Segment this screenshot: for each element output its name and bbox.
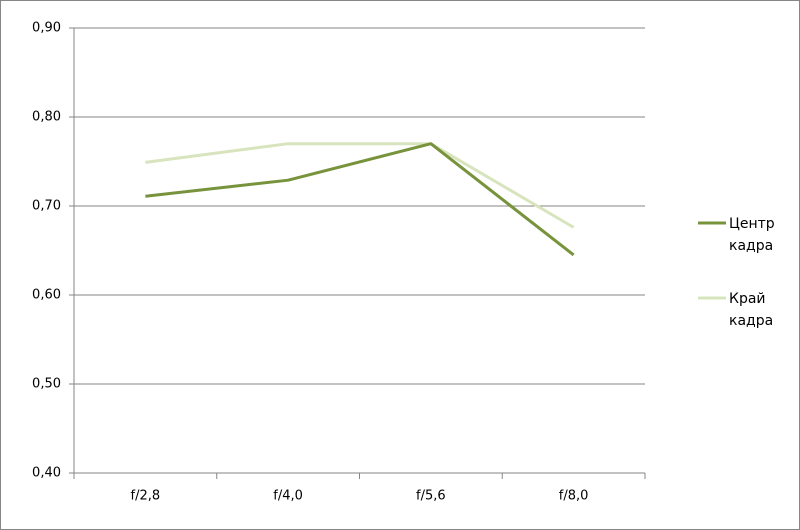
x-tick-label: f/5,6 bbox=[416, 489, 446, 504]
x-tick-label: f/2,8 bbox=[131, 489, 161, 504]
series-line bbox=[145, 142, 575, 229]
y-tick-label: 0,70 bbox=[32, 199, 61, 214]
legend-label: Край кадра bbox=[729, 291, 774, 329]
y-tick-label: 0,90 bbox=[32, 21, 61, 36]
y-tick-label: 0,40 bbox=[32, 466, 61, 481]
y-tick-label: 0,50 bbox=[32, 377, 61, 392]
legend-label: Центр кадра bbox=[729, 216, 775, 254]
series-line bbox=[145, 142, 575, 257]
y-tick-label: 0,80 bbox=[32, 110, 61, 125]
x-tick-label: f/8,0 bbox=[559, 489, 589, 504]
y-tick-label: 0,60 bbox=[32, 288, 61, 303]
x-tick-label: f/4,0 bbox=[273, 489, 303, 504]
